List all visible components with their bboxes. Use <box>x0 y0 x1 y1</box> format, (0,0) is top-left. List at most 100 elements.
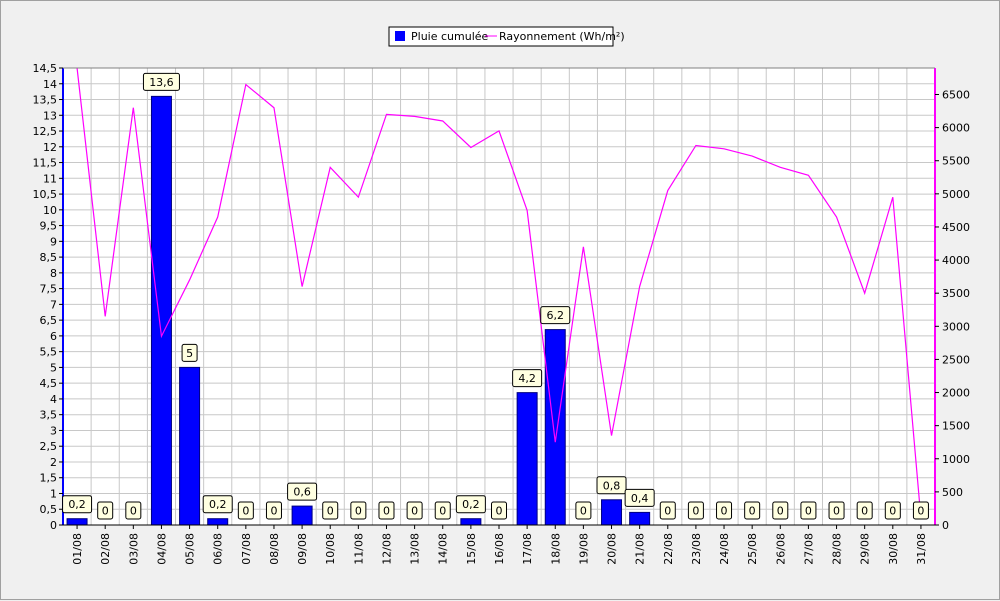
x-tick-label: 12/08 <box>380 533 393 565</box>
left-tick-label: 8,5 <box>40 251 58 264</box>
left-tick-label: 7 <box>50 298 57 311</box>
data-label-box <box>856 501 873 520</box>
legend: Pluie cumulée Rayonnement (Wh/m²) <box>388 26 625 47</box>
x-tick-label: 22/08 <box>662 533 675 565</box>
data-label-box <box>828 501 845 520</box>
x-tick-label: 30/08 <box>887 533 900 565</box>
data-label-text: 0 <box>580 505 587 518</box>
left-tick-label: 0 <box>50 519 57 532</box>
x-tick-label: 27/08 <box>802 533 815 565</box>
data-label-text: 0 <box>749 505 756 518</box>
left-tick-label: 8 <box>50 267 57 280</box>
data-label-box <box>62 495 93 514</box>
x-tick-label: 02/08 <box>99 533 112 565</box>
data-label-box <box>716 501 733 520</box>
radiation-polyline <box>76 67 922 519</box>
data-label-box <box>512 369 543 388</box>
left-tick-label: 13 <box>43 109 57 122</box>
left-tick-label: 2,5 <box>40 440 58 453</box>
x-tick-label: 11/08 <box>352 533 365 565</box>
rain-bar <box>150 95 172 526</box>
data-label-box <box>800 501 817 520</box>
data-label-box <box>687 501 704 520</box>
right-tick-label: 500 <box>942 486 963 499</box>
left-tick-label: 13,5 <box>33 94 58 107</box>
data-label-box <box>912 501 929 520</box>
data-label-text: 0 <box>355 505 362 518</box>
data-label-text: 0 <box>102 505 109 518</box>
x-tick-label: 09/08 <box>296 533 309 565</box>
data-label-text: 0 <box>130 505 137 518</box>
data-label-box <box>406 501 423 520</box>
data-label-text: 0 <box>270 505 277 518</box>
data-label-box <box>322 501 339 520</box>
left-tick-label: 6 <box>50 330 57 343</box>
data-label-text: 0 <box>833 505 840 518</box>
right-tick-label: 6000 <box>942 122 970 135</box>
data-label-text: 0 <box>889 505 896 518</box>
x-tick-label: 06/08 <box>212 533 225 565</box>
x-tick-label: 08/08 <box>268 533 281 565</box>
data-label-box <box>237 501 254 520</box>
left-tick-label: 14 <box>43 78 57 91</box>
data-label-text: 0,8 <box>603 479 621 492</box>
right-tick-label: 5500 <box>942 155 970 168</box>
rain-bar <box>516 392 538 526</box>
plot-area <box>63 68 935 525</box>
right-tick-label: 4000 <box>942 254 970 267</box>
left-tick-label: 3 <box>50 424 57 437</box>
data-label-box <box>181 343 198 362</box>
data-label-box <box>142 72 180 91</box>
left-tick-label: 12 <box>43 141 57 154</box>
legend-rain-label: Pluie cumulée <box>411 30 489 43</box>
x-tick-label: 20/08 <box>606 533 619 565</box>
x-tick-label: 23/08 <box>690 533 703 565</box>
data-label-text: 0,6 <box>293 486 311 499</box>
x-axis-ticks: 01/08 02/08 03/08 04/08 05/08 06/08 07/08 08/08… <box>71 525 928 565</box>
data-label-box <box>772 501 789 520</box>
left-tick-label: 10 <box>43 204 57 217</box>
left-tick-label: 9 <box>50 235 57 248</box>
x-tick-label: 16/08 <box>493 533 506 565</box>
rain-bars <box>66 95 651 526</box>
data-label-text: 13,6 <box>149 76 174 89</box>
data-label-text: 0 <box>327 505 334 518</box>
right-tick-label: 2000 <box>942 387 970 400</box>
data-label-text: 4,2 <box>518 372 536 385</box>
data-label-text: 0 <box>664 505 671 518</box>
left-tick-label: 1,5 <box>40 472 58 485</box>
data-label-text: 0,2 <box>209 498 227 511</box>
data-label-text: 0 <box>383 505 390 518</box>
data-label-text: 0 <box>777 505 784 518</box>
left-tick-label: 6,5 <box>40 314 58 327</box>
left-tick-label: 7,5 <box>40 283 58 296</box>
left-tick-label: 5 <box>50 361 57 374</box>
x-tick-label: 14/08 <box>437 533 450 565</box>
left-tick-label: 9,5 <box>40 220 58 233</box>
x-tick-label: 15/08 <box>465 533 478 565</box>
data-label-box <box>287 482 318 501</box>
left-tick-label: 11 <box>43 172 57 185</box>
data-label-box <box>125 501 142 520</box>
data-label-text: 0,2 <box>68 498 86 511</box>
x-tick-label: 05/08 <box>184 533 197 565</box>
x-tick-label: 21/08 <box>634 533 647 565</box>
data-label-text: 6,2 <box>547 309 565 322</box>
left-tick-label: 3,5 <box>40 409 58 422</box>
rain-bar <box>179 366 201 526</box>
left-tick-label: 4,5 <box>40 377 58 390</box>
x-tick-label: 19/08 <box>577 533 590 565</box>
x-tick-label: 03/08 <box>127 533 140 565</box>
plot-background <box>63 68 935 525</box>
rain-bar <box>629 511 651 526</box>
data-label-text: 0 <box>861 505 868 518</box>
data-label-box <box>455 495 486 514</box>
x-tick-label: 17/08 <box>521 533 534 565</box>
right-tick-label: 2500 <box>942 353 970 366</box>
legend-box <box>388 26 614 47</box>
data-label-box <box>491 501 507 520</box>
rain-bar <box>66 518 88 526</box>
legend-radiation-label: Rayonnement (Wh/m²) <box>499 30 625 43</box>
right-axis-ticks: 0 500 1000 1500 2000 2500 3000 3500 4000 4500 5000… <box>935 88 970 532</box>
